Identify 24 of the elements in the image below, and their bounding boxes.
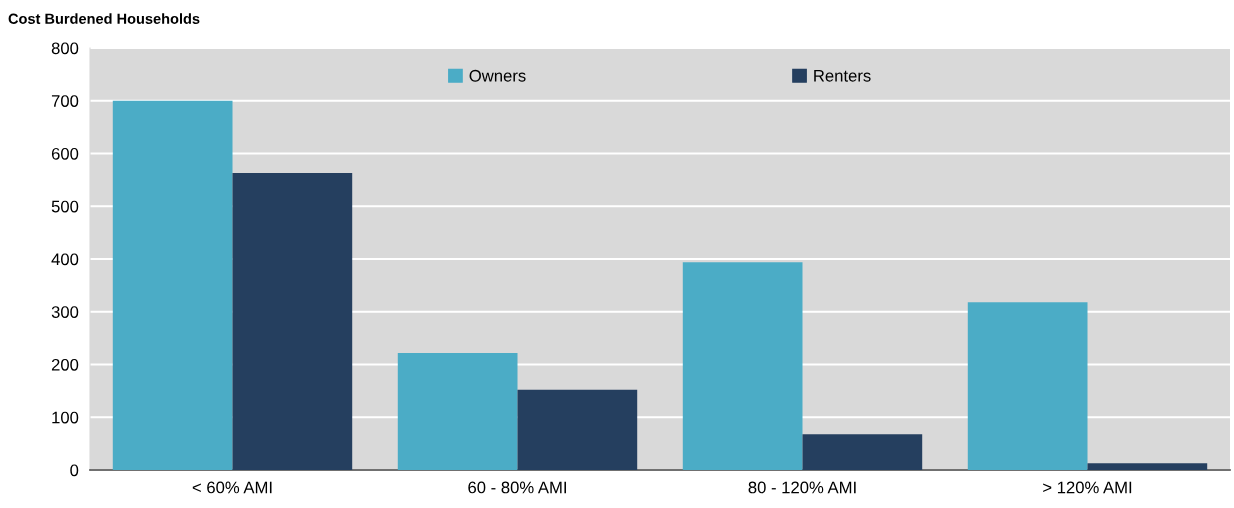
bar xyxy=(112,100,233,470)
bar xyxy=(1087,463,1208,470)
y-tick-label: 700 xyxy=(51,95,79,107)
y-tick-label: 100 xyxy=(52,411,79,424)
y-tick-label: 500 xyxy=(51,200,79,213)
bar xyxy=(517,389,638,470)
y-tick-label: 0 xyxy=(70,464,79,477)
bar xyxy=(682,262,803,470)
x-tick-label: 80 - 120% AMI xyxy=(748,481,856,494)
y-tick-label: 600 xyxy=(51,147,79,160)
chart-title: Cost Burdened Households xyxy=(8,13,200,24)
legend-label: Owners xyxy=(469,69,526,82)
x-tick-label: < 60% AMI xyxy=(192,481,272,494)
bar xyxy=(232,173,353,470)
legend-label: Renters xyxy=(814,70,871,82)
y-tick-label: 800 xyxy=(51,42,79,55)
bar xyxy=(967,302,1088,470)
bar xyxy=(802,434,923,470)
bar xyxy=(397,352,518,470)
y-tick-label: 400 xyxy=(51,253,79,266)
x-tick-label: > 120% AMI xyxy=(1043,481,1132,494)
y-tick-label: 200 xyxy=(51,358,79,371)
x-tick-label: 60 - 80% AMI xyxy=(468,481,566,494)
y-tick-label: 300 xyxy=(51,306,79,318)
